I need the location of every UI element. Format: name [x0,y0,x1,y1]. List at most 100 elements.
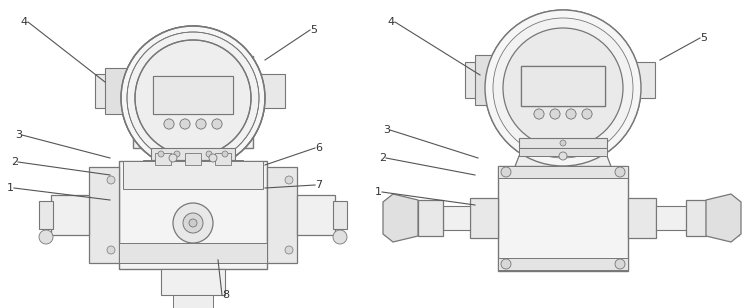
Bar [89,167,119,263]
Bar [215,153,231,165]
Bar [151,160,235,168]
Circle shape [164,119,174,129]
Circle shape [39,230,53,244]
Bar [519,148,607,156]
Circle shape [127,32,259,164]
Bar [39,201,53,229]
Circle shape [164,119,174,129]
Circle shape [285,176,293,184]
Circle shape [534,109,544,119]
Bar [297,195,335,235]
Circle shape [501,259,511,269]
Circle shape [560,140,566,146]
Bar [505,44,621,138]
Text: 2: 2 [379,153,386,163]
Circle shape [615,167,625,177]
Circle shape [183,213,203,233]
Circle shape [107,246,115,254]
Circle shape [501,167,511,177]
Circle shape [493,18,633,158]
Circle shape [285,246,293,254]
Circle shape [582,109,592,119]
Text: 3: 3 [15,130,22,140]
Circle shape [196,119,206,129]
Polygon shape [383,194,418,242]
Circle shape [493,18,633,158]
Circle shape [180,119,190,129]
Text: 2: 2 [10,157,18,167]
Bar [475,55,499,105]
Bar [153,76,233,114]
Text: 1: 1 [375,187,382,197]
Circle shape [582,109,592,119]
Bar [185,153,201,165]
Bar [621,62,655,98]
Polygon shape [706,194,741,242]
Bar [521,66,605,106]
Circle shape [485,10,641,166]
Bar [151,148,235,160]
Bar [105,68,127,114]
Text: 1: 1 [7,183,14,193]
Circle shape [485,10,641,166]
Text: 4: 4 [21,17,28,27]
Circle shape [222,151,228,157]
Circle shape [566,109,576,119]
Text: 8: 8 [222,290,230,300]
Bar [153,76,233,114]
Bar [498,166,628,271]
Bar [119,243,267,263]
Circle shape [550,109,560,119]
Bar [498,258,628,270]
Circle shape [173,203,213,243]
Bar [253,74,285,108]
Bar [465,62,505,98]
Circle shape [566,109,576,119]
Bar [155,153,171,165]
Circle shape [169,154,177,162]
Circle shape [550,109,560,119]
Circle shape [127,32,259,164]
Bar [119,161,267,269]
Bar [161,269,225,295]
Circle shape [206,151,212,157]
Bar [498,166,628,178]
Bar [143,160,243,170]
Bar [95,74,133,108]
Circle shape [121,26,265,170]
Text: 3: 3 [383,125,390,135]
Circle shape [534,109,544,119]
Polygon shape [501,156,625,203]
Circle shape [189,219,197,227]
Bar [133,56,253,148]
Bar [267,167,297,263]
Circle shape [135,40,251,156]
Bar [521,66,605,106]
Text: 7: 7 [315,180,322,190]
Circle shape [212,119,222,129]
Circle shape [135,40,251,156]
Polygon shape [125,168,261,210]
Bar [443,206,470,230]
Text: 5: 5 [310,25,317,35]
Circle shape [209,154,217,162]
Circle shape [503,28,623,148]
Bar [123,161,263,189]
Circle shape [121,26,265,170]
Circle shape [212,119,222,129]
Circle shape [174,151,180,157]
Text: 4: 4 [388,17,395,27]
Circle shape [615,259,625,269]
Text: 5: 5 [700,33,707,43]
Bar [51,195,89,235]
Bar [686,200,706,236]
Circle shape [180,119,190,129]
Text: 6: 6 [315,143,322,153]
Circle shape [196,119,206,129]
Bar [519,138,607,148]
Circle shape [503,28,623,148]
Circle shape [333,230,347,244]
Bar [656,206,688,230]
Circle shape [158,151,164,157]
Bar [333,201,347,229]
